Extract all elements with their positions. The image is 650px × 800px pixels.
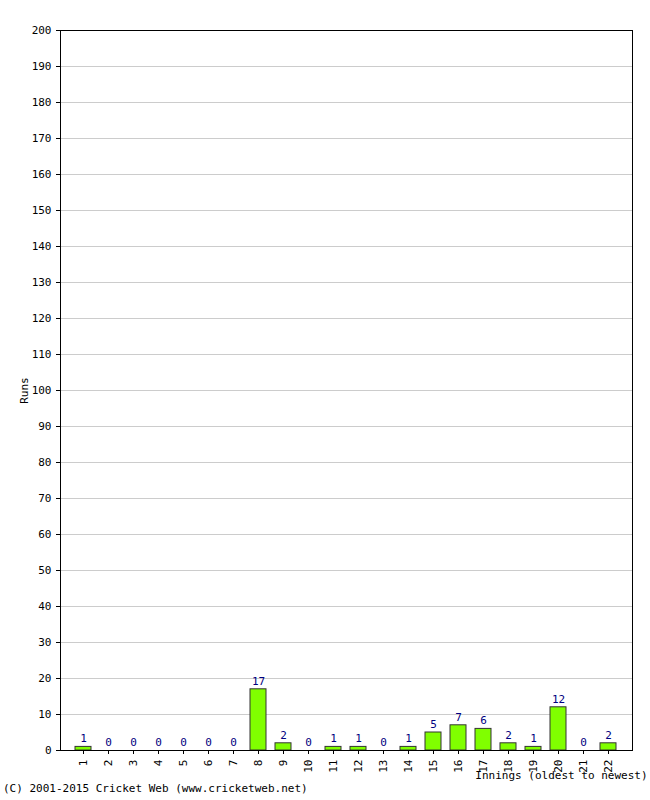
svg-text:20: 20 — [38, 672, 51, 685]
svg-text:16: 16 — [452, 760, 465, 773]
svg-text:180: 180 — [32, 96, 52, 109]
svg-text:150: 150 — [32, 204, 52, 217]
svg-text:2: 2 — [102, 760, 115, 767]
svg-text:4: 4 — [152, 759, 165, 766]
svg-text:8: 8 — [252, 760, 265, 767]
svg-text:110: 110 — [32, 348, 52, 361]
svg-text:0: 0 — [105, 736, 112, 749]
svg-text:13: 13 — [377, 760, 390, 773]
svg-text:160: 160 — [32, 168, 52, 181]
svg-text:7: 7 — [227, 760, 240, 767]
svg-text:21: 21 — [577, 759, 590, 773]
svg-text:60: 60 — [38, 528, 51, 541]
svg-text:2: 2 — [280, 729, 287, 742]
html-text:(C) 2001-2015 Cricket Web (www: (C) 2001-2015 Cricket Web (www.cricketwe… — [3, 782, 308, 795]
svg-text:80: 80 — [38, 456, 51, 469]
svg-text:Innings (oldest to newest): Innings (oldest to newest) — [475, 769, 647, 782]
svg-text:15: 15 — [427, 760, 440, 773]
svg-text:30: 30 — [38, 636, 51, 649]
svg-text:0: 0 — [380, 736, 387, 749]
svg-text:22: 22 — [602, 759, 615, 773]
svg-text:1: 1 — [405, 732, 412, 745]
svg-text:Runs: Runs — [18, 377, 31, 404]
svg-text:0: 0 — [580, 736, 587, 749]
svg-text:1: 1 — [330, 732, 337, 745]
svg-text:100: 100 — [32, 384, 52, 397]
svg-text:0: 0 — [230, 736, 237, 749]
svg-text:3: 3 — [127, 760, 140, 767]
svg-text:2: 2 — [505, 729, 512, 742]
svg-text:10: 10 — [302, 760, 315, 773]
svg-text:6: 6 — [202, 760, 215, 767]
svg-text:0: 0 — [305, 736, 312, 749]
svg-text:200: 200 — [32, 24, 52, 37]
svg-text:12: 12 — [352, 760, 365, 773]
svg-text:130: 130 — [32, 276, 52, 289]
svg-text:9: 9 — [277, 760, 290, 767]
svg-text:5: 5 — [177, 760, 190, 767]
svg-text:50: 50 — [38, 564, 51, 577]
svg-text:2: 2 — [605, 729, 612, 742]
svg-text:1: 1 — [80, 732, 87, 745]
svg-text:120: 120 — [32, 312, 52, 325]
svg-text:1: 1 — [355, 732, 362, 745]
svg-text:1: 1 — [530, 732, 537, 745]
svg-text:17: 17 — [252, 675, 265, 688]
svg-text:40: 40 — [38, 600, 51, 613]
svg-text:90: 90 — [38, 420, 51, 433]
svg-text:18: 18 — [502, 759, 515, 773]
svg-text:10: 10 — [38, 708, 51, 721]
svg-text:11: 11 — [327, 760, 340, 773]
svg-text:12: 12 — [552, 693, 565, 706]
svg-text:6: 6 — [480, 714, 487, 727]
svg-text:0: 0 — [155, 736, 162, 749]
svg-text:170: 170 — [32, 132, 52, 145]
svg-text:70: 70 — [38, 492, 51, 505]
svg-text:19: 19 — [527, 759, 540, 773]
svg-text:14: 14 — [402, 759, 415, 773]
svg-text:0: 0 — [180, 736, 187, 749]
svg-text:0: 0 — [130, 736, 137, 749]
svg-text:0: 0 — [205, 736, 212, 749]
svg-text:140: 140 — [32, 240, 52, 253]
svg-text:1: 1 — [77, 760, 90, 767]
svg-text:17: 17 — [477, 759, 490, 773]
svg-text:7: 7 — [455, 711, 462, 724]
svg-text:5: 5 — [430, 718, 437, 731]
svg-text:20: 20 — [552, 759, 565, 773]
svg-text:0: 0 — [45, 744, 52, 757]
svg-text:190: 190 — [32, 60, 52, 73]
